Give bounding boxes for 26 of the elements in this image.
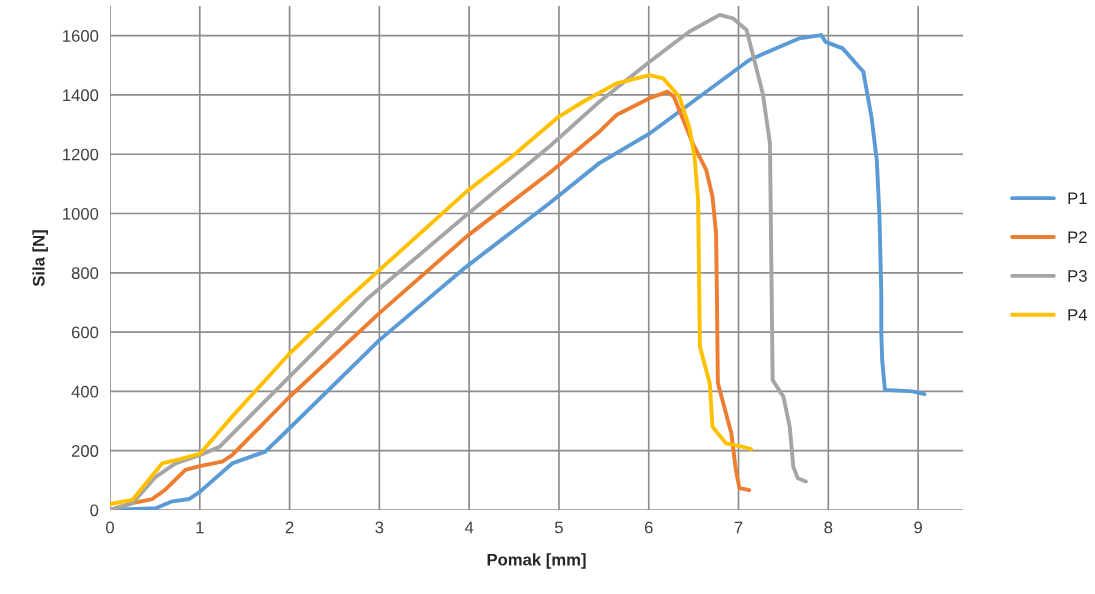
x-tick-label: 4 xyxy=(464,521,474,534)
legend-label: P4 xyxy=(1068,309,1088,321)
y-tick-label: 1200 xyxy=(63,148,99,161)
legend-label: P1 xyxy=(1068,192,1087,205)
y-tick-label: 600 xyxy=(71,326,99,339)
x-tick-label: 7 xyxy=(734,521,743,534)
y-tick-label: 400 xyxy=(71,385,99,398)
x-axis-title: Pomak [mm] xyxy=(487,553,586,569)
x-tick-label: 5 xyxy=(554,521,563,534)
x-tick-label: 2 xyxy=(285,521,294,534)
line-series xyxy=(110,12,808,510)
y-tick-label: 1600 xyxy=(63,30,99,42)
x-tick-label: 8 xyxy=(824,521,833,534)
x-tick-label: 0 xyxy=(106,521,114,534)
x-tick-label: 3 xyxy=(375,521,384,534)
legend-label: P3 xyxy=(1068,270,1087,282)
x-tick-label: 1 xyxy=(196,521,204,534)
y-axis-title: Sila [N] xyxy=(32,230,48,287)
x-tick-label: 6 xyxy=(644,521,653,534)
y-tick-label: 200 xyxy=(71,445,99,457)
legend-label: P2 xyxy=(1068,231,1087,243)
y-tick-label: 800 xyxy=(71,267,99,280)
y-tick-label: 0 xyxy=(90,504,99,517)
x-tick-label: 9 xyxy=(914,521,922,534)
y-tick-label: 1400 xyxy=(63,89,99,102)
y-tick-label: 1000 xyxy=(63,207,99,220)
